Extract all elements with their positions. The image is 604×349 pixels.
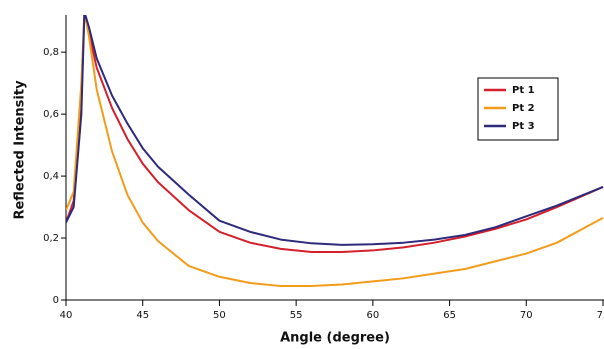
legend-label: Pt 2 — [512, 103, 535, 114]
y-tick-label: 0,8 — [43, 47, 59, 58]
x-axis-label: Angle (degree) — [280, 331, 390, 346]
y-tick-label: 0 — [53, 295, 59, 306]
x-tick-label: 50 — [213, 310, 226, 321]
series-line — [66, 15, 604, 288]
y-axis-label: Reflected Intensity — [13, 80, 28, 220]
x-tick-label: 60 — [366, 310, 379, 321]
x-tick-label: 75 — [597, 310, 604, 321]
x-tick-label: 45 — [136, 310, 149, 321]
x-tick-label: 40 — [60, 310, 73, 321]
legend-label: Pt 3 — [512, 121, 535, 132]
x-tick-label: 65 — [443, 310, 456, 321]
series-line — [66, 15, 604, 246]
x-tick-label: 55 — [290, 310, 303, 321]
x-tick-label: 70 — [520, 310, 533, 321]
y-tick-label: 0,4 — [43, 171, 59, 182]
y-tick-label: 0,6 — [43, 109, 59, 120]
y-tick-label: 0,2 — [43, 233, 59, 244]
plot-lines — [66, 15, 604, 288]
legend-label: Pt 1 — [512, 85, 535, 96]
